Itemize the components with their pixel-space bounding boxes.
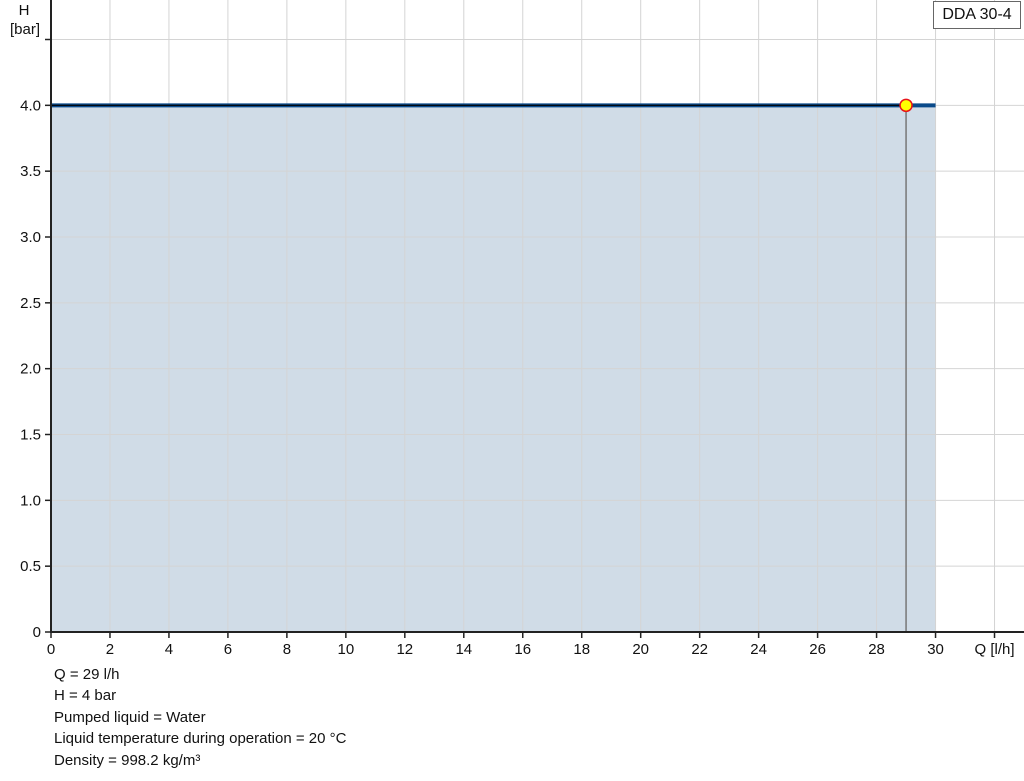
- y-tick-label: 1.5: [20, 427, 41, 444]
- x-tick-label: 16: [514, 641, 531, 658]
- x-tick-label: 4: [165, 641, 173, 658]
- x-tick-label: 0: [47, 641, 55, 658]
- x-tick-label: 2: [106, 641, 114, 658]
- y-tick-label: 3.0: [20, 229, 41, 246]
- y-tick-label: 2.0: [20, 361, 41, 378]
- x-tick-label: 6: [224, 641, 232, 658]
- x-tick-label: 24: [750, 641, 767, 658]
- x-tick-label: 12: [396, 641, 413, 658]
- operating-info: Q = 29 l/h H = 4 bar Pumped liquid = Wat…: [54, 664, 346, 771]
- x-axis-label: Q [l/h]: [975, 641, 1015, 658]
- info-head: H = 4 bar: [54, 687, 117, 705]
- y-tick-label: 0: [33, 624, 41, 641]
- y-axis-unit: [bar]: [10, 21, 40, 38]
- x-tick-label: 20: [632, 641, 649, 658]
- y-tick-label: 3.5: [20, 163, 41, 180]
- y-tick-label: 1.0: [20, 492, 41, 509]
- info-density: Density = 998.2 kg/m³: [54, 751, 201, 769]
- x-tick-label: 8: [283, 641, 291, 658]
- x-tick-label: 22: [691, 641, 708, 658]
- x-tick-label: 26: [809, 641, 826, 658]
- operating-point-marker: [899, 98, 913, 113]
- y-tick-label: 0.5: [20, 558, 41, 575]
- x-tick-label: 14: [455, 641, 472, 658]
- x-tick-label: 28: [868, 641, 885, 658]
- x-tick-label: 18: [573, 641, 590, 658]
- y-tick-label: 2.5: [20, 295, 41, 312]
- info-flow: Q = 29 l/h: [54, 666, 120, 683]
- x-tick-label: 30: [927, 641, 944, 658]
- y-axis-label: H: [19, 2, 30, 19]
- info-liquid: Pumped liquid = Water: [54, 708, 206, 726]
- x-tick-label: 10: [338, 641, 355, 658]
- y-tick-label: 4.0: [20, 97, 41, 114]
- legend-series-label: DDA 30-4: [933, 1, 1021, 29]
- info-temperature: Liquid temperature during operation = 20…: [54, 730, 347, 748]
